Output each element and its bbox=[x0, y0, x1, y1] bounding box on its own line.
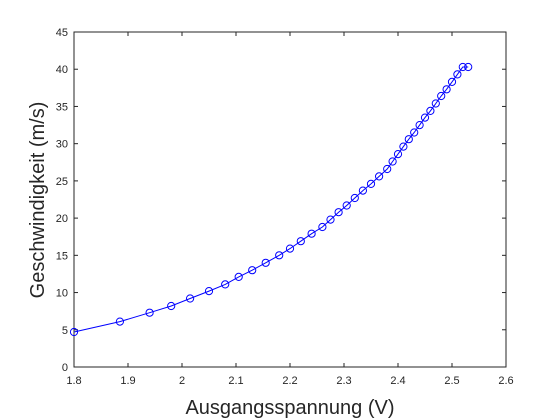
data-point bbox=[388, 157, 397, 166]
data-point bbox=[234, 272, 243, 281]
x-axis-label: Ausgangsspannung (V) bbox=[185, 397, 394, 419]
y-tick-label: 15 bbox=[56, 250, 68, 262]
data-point bbox=[410, 128, 419, 137]
data-point bbox=[399, 142, 408, 151]
series-markers bbox=[69, 62, 473, 337]
x-tick-label: 2.6 bbox=[498, 375, 513, 387]
data-point bbox=[334, 208, 343, 217]
data-point bbox=[285, 244, 295, 253]
data-point bbox=[186, 294, 195, 303]
y-tick-label: 25 bbox=[56, 176, 68, 188]
data-point bbox=[69, 327, 79, 337]
data-point bbox=[383, 164, 392, 174]
data-point bbox=[296, 237, 305, 246]
data-point bbox=[167, 301, 176, 311]
data-point bbox=[318, 222, 327, 232]
x-tick-label: 2.4 bbox=[390, 375, 405, 387]
data-point bbox=[326, 215, 335, 224]
data-point bbox=[204, 287, 214, 296]
data-point bbox=[307, 229, 316, 238]
data-point bbox=[442, 85, 451, 94]
y-tick-label: 45 bbox=[56, 27, 68, 39]
x-axis: 1.8 1.9 2 2.1 2.2 2.3 2.4 2.5 2.6 bbox=[66, 32, 514, 387]
x-tick-label: 2.5 bbox=[444, 375, 459, 387]
data-point bbox=[458, 62, 467, 72]
data-point bbox=[420, 113, 430, 122]
y-tick-label: 35 bbox=[56, 101, 68, 113]
y-tick-label: 0 bbox=[62, 362, 68, 374]
x-tick-label: 1.9 bbox=[120, 375, 135, 387]
data-point bbox=[393, 150, 403, 159]
data-point bbox=[350, 193, 359, 203]
data-point bbox=[366, 179, 376, 188]
data-point bbox=[453, 70, 462, 79]
x-tick-label: 2.2 bbox=[282, 375, 297, 387]
y-axis-label: Geschwindigkeit (m/s) bbox=[27, 102, 49, 299]
data-point bbox=[248, 266, 257, 275]
data-point bbox=[145, 308, 154, 317]
series-line bbox=[73, 66, 469, 333]
data-point bbox=[447, 77, 457, 87]
y-axis: 0 5 10 15 20 25 30 35 40 45 bbox=[56, 27, 506, 374]
data-point bbox=[221, 280, 230, 289]
x-tick-label: 2.3 bbox=[336, 375, 351, 387]
plot-area bbox=[73, 31, 507, 368]
data-point bbox=[275, 251, 284, 260]
x-tick-label: 2.1 bbox=[228, 375, 243, 387]
x-tick-label: 1.8 bbox=[66, 375, 81, 387]
data-point bbox=[431, 99, 440, 108]
x-tick-label: 2 bbox=[179, 375, 185, 387]
data-point bbox=[342, 201, 351, 210]
y-tick-label: 5 bbox=[62, 325, 68, 337]
y-tick-label: 30 bbox=[56, 139, 68, 151]
y-tick-label: 40 bbox=[56, 64, 68, 76]
data-point bbox=[415, 121, 424, 130]
data-point bbox=[375, 172, 384, 181]
y-tick-label: 10 bbox=[56, 288, 68, 300]
data-point bbox=[261, 258, 270, 267]
data-point bbox=[115, 317, 125, 326]
data-point bbox=[426, 106, 435, 116]
data-point bbox=[437, 91, 446, 101]
data-point bbox=[404, 135, 413, 144]
data-point bbox=[464, 62, 473, 72]
y-tick-label: 20 bbox=[56, 213, 68, 225]
data-point bbox=[358, 186, 367, 195]
